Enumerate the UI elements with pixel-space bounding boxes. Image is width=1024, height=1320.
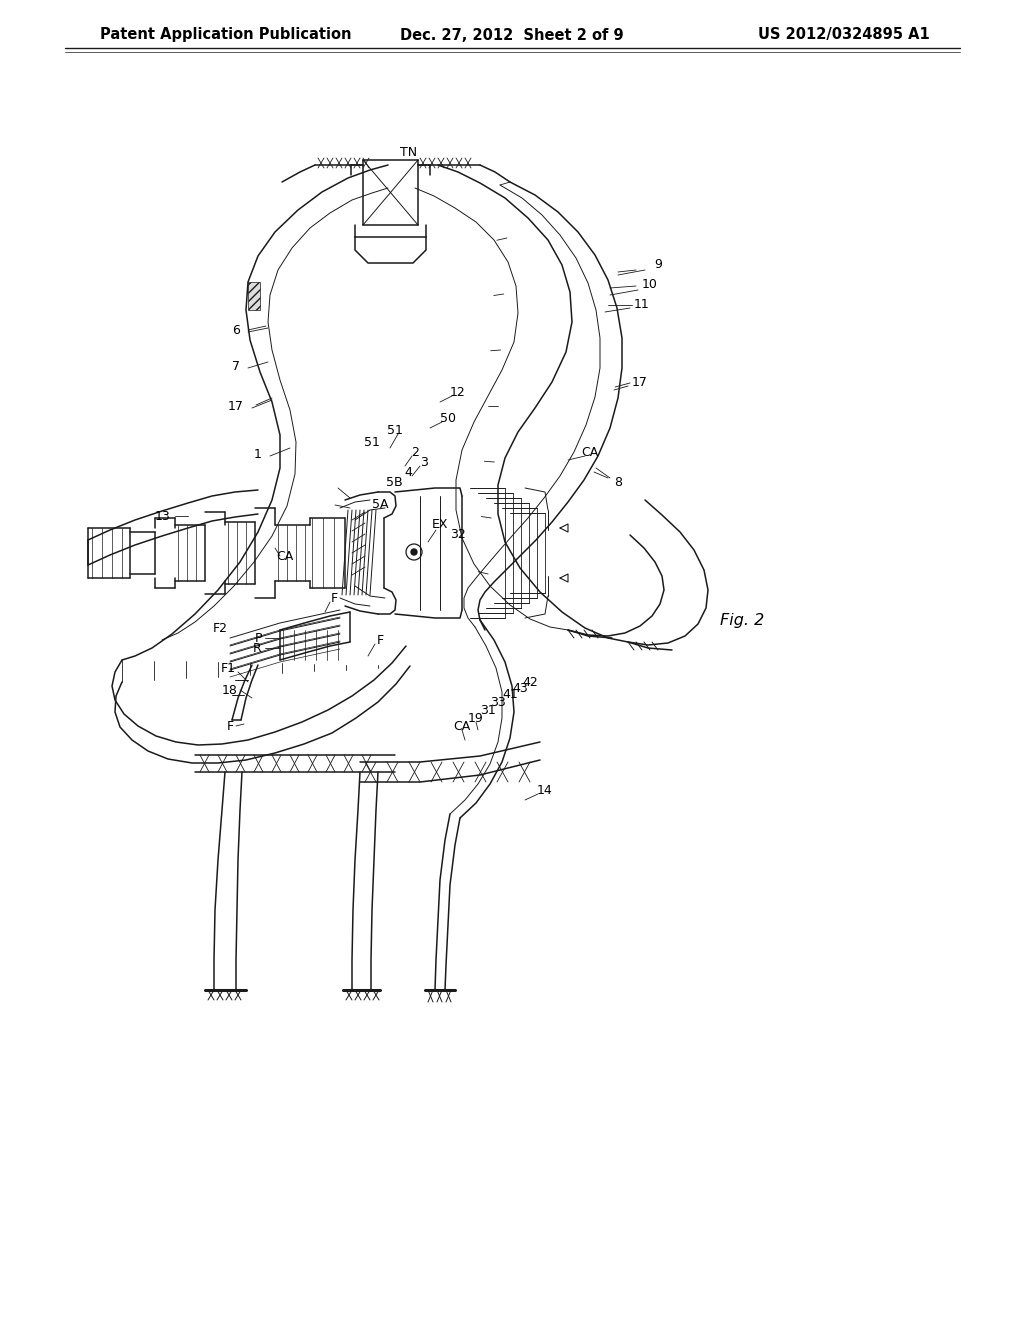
Text: Fig. 2: Fig. 2 xyxy=(720,612,764,627)
Text: 5B: 5B xyxy=(386,475,402,488)
Text: F: F xyxy=(227,719,234,733)
Text: 41: 41 xyxy=(502,689,518,701)
Text: F: F xyxy=(331,591,338,605)
Text: 31: 31 xyxy=(480,704,496,717)
Text: Patent Application Publication: Patent Application Publication xyxy=(100,28,351,42)
Text: 10: 10 xyxy=(642,279,658,292)
Text: 1: 1 xyxy=(254,447,262,461)
Text: F: F xyxy=(377,634,384,647)
Text: 18: 18 xyxy=(222,684,238,697)
Text: F2: F2 xyxy=(213,622,228,635)
Text: 9: 9 xyxy=(654,259,662,272)
Text: F1: F1 xyxy=(221,661,236,675)
Text: US 2012/0324895 A1: US 2012/0324895 A1 xyxy=(758,28,930,42)
Text: TN: TN xyxy=(400,147,417,160)
Text: 7: 7 xyxy=(232,359,240,372)
Text: 17: 17 xyxy=(632,375,648,388)
Text: 2: 2 xyxy=(411,446,419,459)
Text: 5A: 5A xyxy=(372,499,388,511)
Polygon shape xyxy=(248,282,260,310)
Text: 32: 32 xyxy=(451,528,466,541)
Text: 8: 8 xyxy=(614,475,622,488)
Text: 17: 17 xyxy=(228,400,244,412)
Text: 3: 3 xyxy=(420,457,428,470)
Text: 33: 33 xyxy=(490,696,506,709)
Text: EX: EX xyxy=(432,519,449,532)
Text: 6: 6 xyxy=(232,323,240,337)
Text: R: R xyxy=(253,642,262,655)
Text: CA: CA xyxy=(454,719,471,733)
Text: 51: 51 xyxy=(365,436,380,449)
Text: 4: 4 xyxy=(404,466,412,479)
Text: 14: 14 xyxy=(538,784,553,796)
Text: CA: CA xyxy=(276,549,294,562)
Text: 51: 51 xyxy=(387,424,402,437)
Text: Dec. 27, 2012  Sheet 2 of 9: Dec. 27, 2012 Sheet 2 of 9 xyxy=(400,28,624,42)
Text: 50: 50 xyxy=(440,412,456,425)
Text: 13: 13 xyxy=(155,510,170,523)
Circle shape xyxy=(411,549,417,554)
Text: 11: 11 xyxy=(634,298,650,312)
Text: P: P xyxy=(255,631,262,644)
Text: 42: 42 xyxy=(522,676,538,689)
Text: 12: 12 xyxy=(451,385,466,399)
Text: 19: 19 xyxy=(468,711,484,725)
Text: CA: CA xyxy=(582,446,599,458)
Text: 43: 43 xyxy=(512,681,528,694)
